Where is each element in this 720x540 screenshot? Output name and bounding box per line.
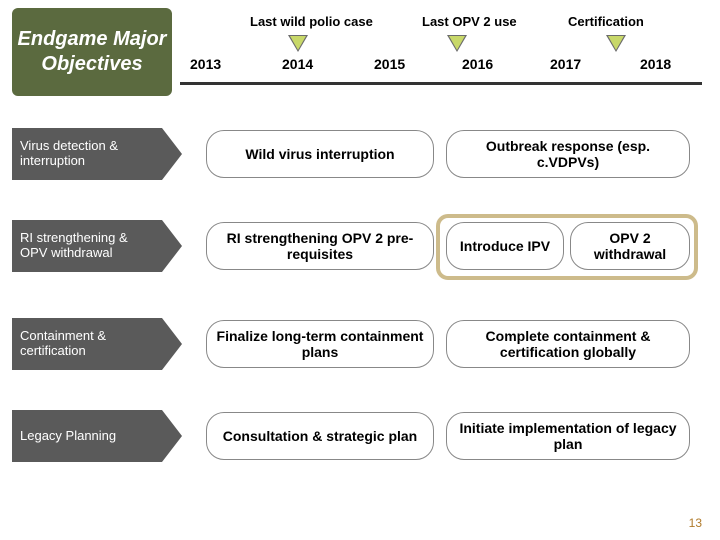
phase-outbreak-response: Outbreak response (esp. c.VDPVs) [446, 130, 690, 178]
triangle-1-icon [290, 36, 306, 50]
row-ri-opv: RI strengthening & OPV withdrawal RI str… [12, 210, 702, 282]
arrow-head-icon [162, 410, 182, 462]
row-virus-detection: Virus detection & interruption Wild viru… [12, 118, 702, 190]
marker-certification: Certification [568, 14, 644, 29]
phase-wild-virus-interruption: Wild virus interruption [206, 130, 434, 178]
phase-area: RI strengthening OPV 2 pre-requisites In… [200, 210, 702, 282]
row-label-arrow: RI strengthening & OPV withdrawal [12, 220, 182, 272]
row-label: Containment & certification [20, 329, 154, 359]
phase-opv2-withdrawal: OPV 2 withdrawal [570, 222, 690, 270]
phase-introduce-ipv: Introduce IPV [446, 222, 564, 270]
arrow-head-icon [162, 318, 182, 370]
phase-consultation: Consultation & strategic plan [206, 412, 434, 460]
slide-root: Endgame Major Objectives Last wild polio… [0, 0, 720, 540]
phase-area: Finalize long-term containment plans Com… [200, 308, 702, 380]
row-label: Virus detection & interruption [20, 139, 154, 169]
phase-area: Consultation & strategic plan Initiate i… [200, 400, 702, 472]
row-label: RI strengthening & OPV withdrawal [20, 231, 154, 261]
row-label: Legacy Planning [20, 429, 116, 444]
year-2018: 2018 [640, 56, 671, 72]
marker-last-opv2: Last OPV 2 use [422, 14, 517, 29]
arrow-head-icon [162, 220, 182, 272]
row-label-arrow: Virus detection & interruption [12, 128, 182, 180]
row-label-arrow: Containment & certification [12, 318, 182, 370]
year-axis-labels: 2013 2014 2015 2016 2017 2018 [190, 56, 702, 80]
title-box: Endgame Major Objectives [12, 8, 172, 96]
row-containment: Containment & certification Finalize lon… [12, 308, 702, 380]
timeline-axis [180, 82, 702, 85]
year-2015: 2015 [374, 56, 405, 72]
slide-title: Endgame Major Objectives [12, 27, 172, 77]
phase-initiate-legacy: Initiate implementation of legacy plan [446, 412, 690, 460]
phase-finalize-containment: Finalize long-term containment plans [206, 320, 434, 368]
page-number: 13 [689, 516, 702, 530]
row-label-arrow: Legacy Planning [12, 410, 182, 462]
triangle-2-icon [449, 36, 465, 50]
year-2017: 2017 [550, 56, 581, 72]
phase-ri-prereq: RI strengthening OPV 2 pre-requisites [206, 222, 434, 270]
year-2014: 2014 [282, 56, 313, 72]
year-2016: 2016 [462, 56, 493, 72]
arrow-head-icon [162, 128, 182, 180]
year-2013: 2013 [190, 56, 221, 72]
phase-complete-containment: Complete containment & certification glo… [446, 320, 690, 368]
triangle-3-icon [608, 36, 624, 50]
row-legacy: Legacy Planning Consultation & strategic… [12, 400, 702, 472]
phase-area: Wild virus interruption Outbreak respons… [200, 118, 702, 190]
marker-last-wild-case: Last wild polio case [250, 14, 373, 29]
